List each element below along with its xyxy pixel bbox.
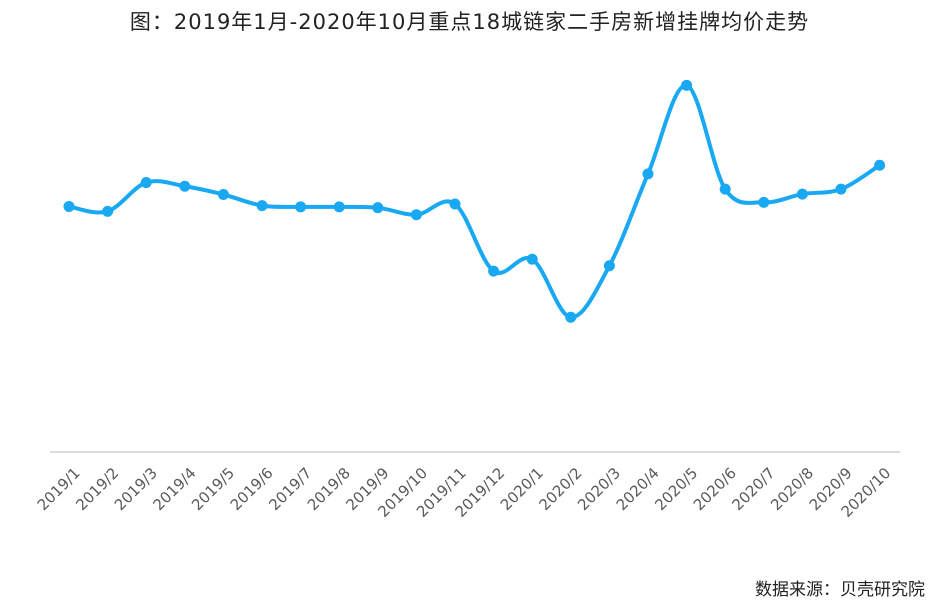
series-line (67, 83, 882, 320)
data-point-2019-9 (372, 202, 384, 214)
data-point-2019-1 (63, 200, 75, 212)
data-point-2019-11 (449, 198, 461, 210)
chart-title: 图：2019年1月-2020年10月重点18城链家二手房新增挂牌均价走势 (129, 10, 810, 34)
data-point-2020-9 (835, 183, 847, 195)
data-point-2019-3 (140, 177, 152, 189)
data-point-2019-2 (102, 205, 114, 217)
data-point-2020-3 (603, 260, 615, 272)
data-point-2020-5 (681, 79, 693, 91)
data-point-2019-6 (256, 200, 268, 212)
data-point-2020-6 (719, 183, 731, 195)
data-point-2020-2 (565, 311, 577, 323)
data-point-2020-1 (526, 253, 538, 265)
data-point-2020-7 (758, 196, 770, 208)
data-point-2019-8 (333, 201, 345, 213)
data-point-2019-4 (179, 180, 191, 192)
data-source: 数据来源：贝壳研究院 (755, 580, 925, 600)
data-point-2020-4 (642, 168, 654, 180)
data-points (63, 79, 886, 323)
data-point-2019-5 (217, 189, 229, 200)
data-point-2019-10 (410, 209, 422, 221)
data-point-2020-10 (874, 159, 886, 171)
data-point-2019-12 (488, 265, 500, 277)
data-point-2020-8 (796, 188, 808, 200)
data-point-2019-7 (295, 201, 307, 213)
x-tick-labels: 2019/12019/22019/32019/42019/52019/62019… (34, 464, 895, 521)
